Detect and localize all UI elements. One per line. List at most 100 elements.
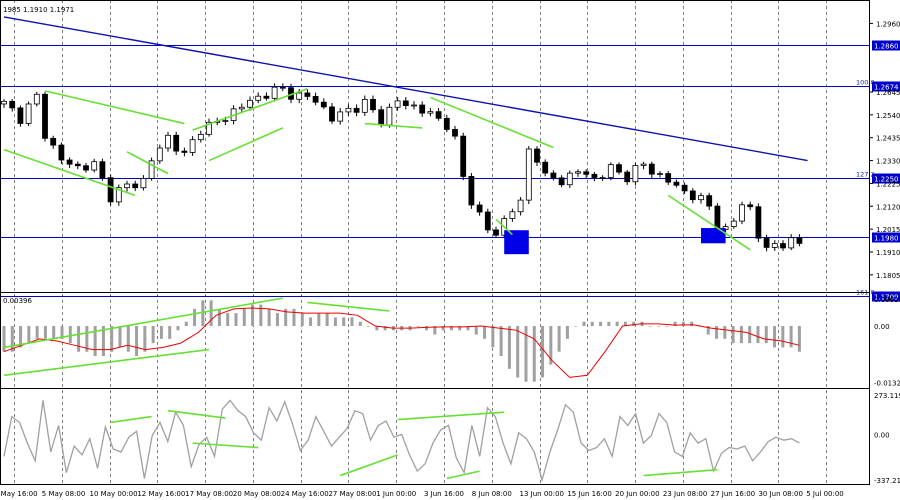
price-tick-label: 1.2015 [876, 226, 900, 234]
candle-body [427, 111, 434, 114]
candle-body [181, 150, 188, 153]
macd-histogram-bar [275, 313, 279, 326]
macd-histogram-bar [292, 308, 296, 326]
macd-histogram-bar [541, 326, 545, 378]
macd-histogram-bar [425, 326, 429, 331]
macd-histogram-bar [433, 326, 437, 335]
price-tick-label: 1.2330 [876, 158, 900, 166]
candle-body [640, 163, 647, 166]
time-tick-label: 1 Jun 00:00 [376, 490, 416, 498]
candle-body [115, 187, 122, 203]
macd-histogram-bar [27, 326, 31, 344]
green-divergence-line [3, 348, 210, 377]
macd-histogram-bar [193, 308, 197, 326]
macd-histogram-bar [764, 326, 768, 344]
macd-histogram-bar [657, 326, 661, 327]
candle-body [140, 178, 147, 189]
candle-body [337, 111, 344, 122]
candle-body [296, 92, 303, 100]
macd-histogram-bar [342, 317, 346, 326]
cci-tick-label: 0.00 [874, 431, 890, 439]
green-pattern-line [364, 122, 423, 129]
candle-body [206, 121, 212, 135]
macd-histogram-bar [756, 326, 760, 344]
candle-body [411, 104, 417, 107]
level-tag-text: 1.2860 [874, 43, 899, 51]
time-tick-label: 27 Jun 16:00 [711, 490, 755, 498]
cci-pane-border [0, 388, 870, 485]
candle-body [591, 173, 598, 178]
time-tick-label: 20 Jun 00:00 [615, 490, 659, 498]
macd-histogram-bar [574, 326, 578, 327]
candle-body [599, 177, 606, 179]
macd-histogram-bar [781, 326, 785, 348]
cci-tick-label: -337.2113 [874, 477, 900, 485]
macd-histogram-bar [532, 326, 536, 382]
green-pattern-line [3, 148, 136, 197]
cci-line [3, 399, 800, 483]
candle-body [476, 204, 483, 213]
price-tick-label: 1.2645 [876, 89, 900, 97]
macd-histogram-bar [251, 304, 255, 326]
grid [14, 0, 827, 484]
candle-body [370, 98, 376, 111]
candle-body [50, 137, 57, 146]
candle-body [616, 164, 622, 173]
green-divergence-line [192, 442, 259, 449]
macd-histogram-bar [491, 326, 495, 348]
macd-histogram-bar [565, 326, 569, 339]
macd-histogram-bar [748, 326, 752, 344]
candle-body [698, 195, 704, 201]
price-tick-label: 1.1910 [876, 249, 900, 257]
time-tick-label: 24 May 16:00 [281, 490, 329, 498]
macd-histogram-bar [35, 326, 39, 339]
macd-histogram-bar [242, 308, 246, 326]
green-divergence-line [110, 415, 152, 424]
macd-histogram-bar [706, 326, 710, 335]
candle-body [25, 103, 32, 124]
candle-body [189, 139, 196, 153]
time-tick-label: 10 May 00:00 [90, 490, 138, 498]
green-divergence-line [167, 409, 226, 419]
macd-histogram-bar [599, 321, 603, 326]
macd-histogram-bar [85, 326, 89, 352]
macd-tick-label: -0.01323 [874, 380, 900, 388]
candle-body [386, 106, 393, 126]
candle-body [271, 86, 278, 99]
macd-histogram-bar [19, 326, 23, 348]
macd-histogram-bar [68, 326, 72, 344]
macd-histogram-bar [135, 326, 139, 356]
candle-body [739, 204, 745, 222]
macd-histogram-bar [715, 326, 719, 339]
green-pattern-line [192, 87, 308, 131]
time-tick-label: 23 Jun 08:00 [663, 490, 707, 498]
candle-body [91, 161, 98, 171]
time-tick-label: 3 Jun 16:00 [424, 490, 464, 498]
macd-histogram-bar [615, 321, 619, 326]
time-tick-label: 12 May 16:00 [137, 490, 185, 498]
candle-body [33, 93, 40, 105]
cci-tick-label: 273.1199 [874, 392, 900, 400]
macd-tick-label: 0.00 [874, 323, 890, 331]
candle-body [788, 237, 795, 249]
candle-body [435, 111, 442, 119]
price-tick-label: 1.2435 [876, 135, 900, 143]
level-tag [872, 173, 900, 184]
macd-histogram-bar [789, 326, 793, 348]
macd-histogram-bar [557, 326, 561, 352]
candle-body [312, 96, 319, 103]
cci-pane-plot [3, 399, 800, 483]
candle-body [460, 135, 467, 177]
macd-histogram-bar [673, 321, 677, 326]
macd-histogram-bar [524, 326, 528, 382]
candle-body [1, 100, 7, 105]
time-tick-label: 2 May 16:00 [0, 490, 38, 498]
fib-level-label: 127.2 [856, 171, 875, 179]
time-tick-label: 5 May 08:00 [42, 490, 86, 498]
macd-histogram-bar [101, 326, 105, 356]
time-tick-label: 27 May 08:00 [328, 490, 376, 498]
macd-histogram-bar [60, 326, 64, 339]
macd-histogram-bar [367, 326, 371, 327]
candle-body [452, 129, 458, 137]
